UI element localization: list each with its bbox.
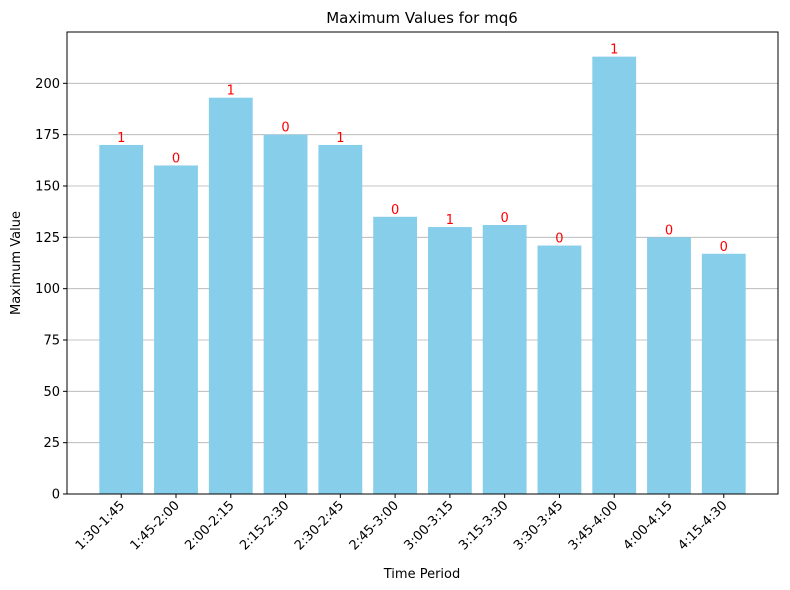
bar-4:00-4:15 [647,237,691,495]
y-axis-title: Maximum Value [9,211,24,315]
bar-4:15-4:30 [701,253,746,494]
bar-3:30-3:45 [537,245,582,494]
chart-title: Maximum Values for mq6 [326,9,518,27]
y-tick-label-2: 50 [43,385,60,400]
x-ticks-layer: 1:30-1:45 1:45-2:00 2:00-2:15 2:15-2:30 2:30… [73,494,731,553]
bar-1:30-1:45 [99,144,144,494]
x-axis-title: Time Period [383,567,460,582]
bar-2:15-2:30 [263,134,308,494]
x-tick-label-11: 4:15-4:30 [675,498,730,553]
x-tick-label-5: 2:45-3:00 [347,498,402,553]
x-tick-label-6: 3:00-3:15 [402,498,457,553]
y-tick-label-5: 125 [35,231,60,246]
bar-label-1:30-1:45: 1 [117,131,125,146]
bar-label-2:15-2:30: 0 [281,121,289,136]
bar-3:00-3:15 [427,227,472,495]
y-tick-label-8: 200 [35,77,60,92]
bar-3:15-3:30 [482,225,527,494]
bar-label-2:45-3:00: 0 [391,203,399,218]
bar-label-4:00-4:15: 0 [665,223,673,238]
bars-layer [99,56,746,495]
axes-layer [66,31,779,495]
x-tick-label-2: 2:00-2:15 [182,498,237,553]
bar-label-1:45-2:00: 0 [172,151,180,166]
x-tick-label-9: 3:45-4:00 [566,498,621,553]
x-tick-label-10: 4:00-4:15 [621,498,676,553]
bar-label-3:15-3:30: 0 [501,211,509,226]
plot-frame [66,31,779,495]
x-tick-label-3: 2:15-2:30 [237,498,292,553]
bar-label-3:45-4:00: 1 [610,43,618,58]
bar-2:00-2:15 [208,97,253,494]
y-tick-label-1: 25 [43,436,60,451]
bar-1:45-2:00 [154,165,198,494]
bar-3:45-4:00 [592,56,637,494]
bar-2:30-2:45 [318,144,363,494]
y-ticks-layer: 0 25 50 75 100 125 150 175 200 [35,77,67,503]
bar-label-4:15-4:30: 0 [720,240,728,255]
y-tick-label-6: 150 [35,180,60,195]
bar-labels-layer: 1 0 1 0 1 0 1 0 0 1 0 0 [117,43,728,255]
y-tick-label-3: 75 [43,334,60,349]
bar-2:45-3:00 [373,216,418,495]
x-tick-label-0: 1:30-1:45 [73,498,128,553]
bar-label-3:30-3:45: 0 [555,232,563,247]
y-tick-label-0: 0 [52,488,60,503]
y-tick-label-4: 100 [35,282,60,297]
bar-label-2:30-2:45: 1 [336,131,344,146]
bar-label-3:00-3:15: 1 [446,213,454,228]
x-tick-label-1: 1:45-2:00 [128,498,183,553]
x-tick-label-7: 3:15-3:30 [456,498,511,553]
x-tick-label-8: 3:30-3:45 [511,498,566,553]
bar-label-2:00-2:15: 1 [227,84,235,99]
x-tick-label-4: 2:30-2:45 [292,498,347,553]
y-tick-label-7: 175 [35,128,60,143]
